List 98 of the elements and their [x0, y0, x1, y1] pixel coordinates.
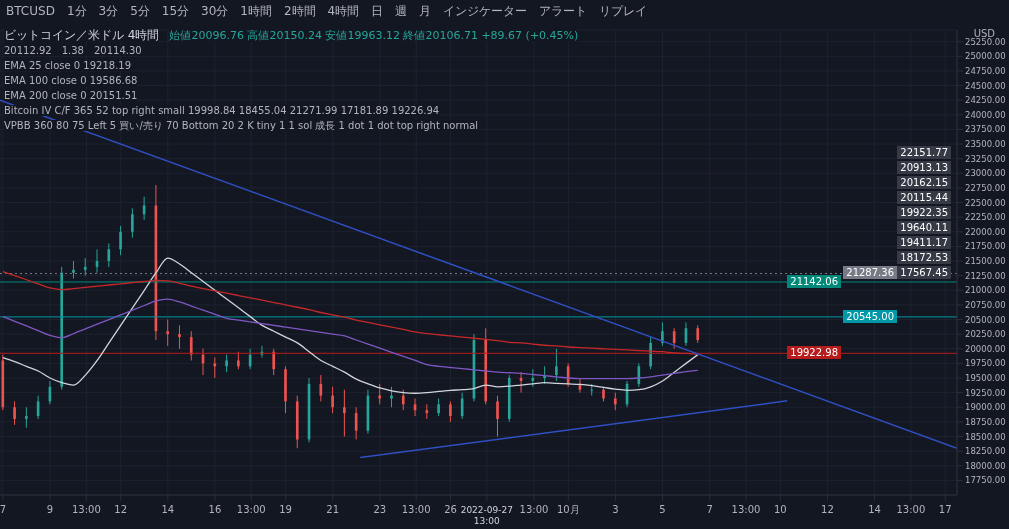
y-tick-label: 23750.00	[965, 124, 1006, 135]
annotation: EMA 25 close 0 19218.19	[4, 60, 132, 71]
candlestick	[178, 324, 181, 350]
y-tick-label: 24500.00	[965, 80, 1006, 91]
y-tick-label: 21500.00	[965, 256, 1006, 267]
x-tick-label: 13:00	[896, 504, 926, 515]
annotation: EMA 100 close 0 19586.68	[4, 75, 138, 86]
x-tick-label: 2022-09-27 13:00	[460, 505, 513, 526]
x-tick-label: 13:00	[519, 504, 549, 515]
annotation: 18172.53	[897, 251, 951, 264]
annotation: 19640.11	[897, 221, 951, 234]
y-tick-label: 23500.00	[965, 139, 1006, 150]
chart-subtitle: 始値20096.76 高値20150.24 安値19963.12 終値20106.71 +89.67 (+0.45%)	[169, 29, 579, 42]
y-tick-label: 19500.00	[965, 373, 1006, 384]
y-tick-label: 21750.00	[965, 241, 1006, 252]
annotation: 20112.92 1.38 20114.30	[4, 45, 142, 56]
text: USD	[973, 28, 995, 39]
candlestick	[107, 242, 111, 268]
y-tick-label: 25250.00	[965, 36, 1006, 47]
candlestick	[25, 406, 28, 429]
x-tick-label: 13:00	[71, 504, 101, 515]
y-tick-label: 22250.00	[965, 212, 1006, 223]
ref-line-label: 21287.36	[843, 266, 897, 280]
x-tick-label: 7	[0, 504, 7, 515]
y-tick-label: 18500.00	[965, 431, 1006, 442]
candlestick	[13, 400, 16, 426]
y-tick-label: 21250.00	[965, 270, 1006, 281]
candlestick	[331, 386, 334, 414]
x-tick-label: 7	[706, 504, 713, 515]
annotation: 17567.45	[897, 266, 951, 279]
candlestick	[272, 348, 276, 376]
y-tick-label: 25000.00	[965, 51, 1006, 62]
annotation: 20115.44	[897, 191, 951, 204]
line-series	[2, 257, 699, 394]
ref-line-label: 19922.98	[787, 346, 841, 360]
y-tick-label: 17750.00	[965, 475, 1006, 486]
y-tick-label: 19750.00	[965, 358, 1006, 369]
x-tick-label: 26	[444, 504, 457, 515]
text: BTCUSD 1分 3分 5分 15分 30分 1時間 2時間 4時間 日 週 月 インジケーター アラート リプレイ	[6, 3, 648, 20]
y-tick-label: 20750.00	[965, 299, 1006, 310]
y-tick-label: 19000.00	[965, 402, 1006, 413]
y-tick-label: 20500.00	[965, 314, 1006, 325]
candlestick	[343, 389, 346, 438]
y-tick-label: 23250.00	[965, 153, 1006, 164]
annotation: 19922.35	[897, 206, 951, 219]
x-tick-label: 13:00	[236, 504, 266, 515]
annotation: 20913.13	[897, 161, 951, 174]
candlestick	[166, 319, 170, 347]
y-tick-label: 19250.00	[965, 387, 1006, 398]
y-tick-label: 21000.00	[965, 285, 1006, 296]
y-tick-label: 20000.00	[965, 343, 1006, 354]
x-tick-label: 19	[279, 504, 292, 515]
candlestick	[213, 357, 217, 379]
line-series	[2, 270, 699, 355]
x-tick-label: 17	[938, 504, 952, 515]
x-tick-label: 9	[46, 504, 54, 515]
annotation: EMA 200 close 0 20151.51	[4, 90, 138, 101]
x-tick-label: 10	[773, 504, 787, 515]
y-tick-label: 22000.00	[965, 226, 1006, 237]
annotation: VPBB 360 80 75 Left 5 買い/売り 70 Bottom 20 2 K tiny 1 1 sol 成長 1 dot 1 dot top right normal	[4, 120, 479, 131]
y-tick-label: 18250.00	[965, 446, 1006, 457]
x-tick-label: 10月	[556, 504, 580, 515]
y-tick-label: 23000.00	[965, 168, 1006, 179]
y-tick-label: 18000.00	[965, 460, 1006, 471]
x-tick-label: 3	[612, 504, 619, 515]
y-tick-label: 24250.00	[965, 95, 1006, 106]
y-tick-label: 24750.00	[965, 65, 1006, 76]
candlestick	[401, 389, 405, 411]
chart-title: ビットコイン／米ドル 4時間	[4, 28, 160, 42]
y-tick-label: 24000.00	[965, 109, 1006, 120]
y-tick-label: 18750.00	[965, 416, 1006, 427]
candlestick	[119, 225, 122, 256]
x-tick-label: 13:00	[731, 504, 761, 515]
x-tick-label: 13:00	[401, 504, 431, 515]
annotation: 19411.17	[897, 236, 951, 249]
x-tick-label: 12	[821, 504, 834, 515]
y-tick-label: 20250.00	[965, 329, 1006, 340]
candlestick	[319, 374, 323, 402]
candlestick	[649, 336, 652, 370]
x-tick-label: 14	[161, 504, 175, 515]
annotation: 22151.77	[897, 146, 951, 159]
y-tick-label: 22500.00	[965, 197, 1006, 208]
x-tick-label: 14	[868, 504, 881, 515]
candlestick	[189, 330, 193, 361]
candlestick	[131, 207, 134, 239]
ref-line-label: 21142.06	[787, 274, 841, 288]
annotation: 20162.15	[897, 176, 951, 189]
y-tick-label: 22750.00	[965, 182, 1006, 193]
x-tick-label: 12	[114, 504, 128, 515]
x-tick-label: 16	[208, 504, 222, 515]
candlestick	[496, 395, 499, 438]
annotation: Bitcoin IV C/F 365 52 top right small 19998.84 18455.04 21271.99 17181.89 19226.94	[4, 105, 440, 116]
x-tick-label: 5	[659, 504, 666, 515]
ref-line-label: 20545.00	[843, 309, 897, 323]
x-tick-label: 23	[373, 504, 387, 515]
candlestick	[555, 348, 558, 382]
x-tick-label: 21	[326, 504, 340, 515]
candlestick	[449, 400, 452, 423]
